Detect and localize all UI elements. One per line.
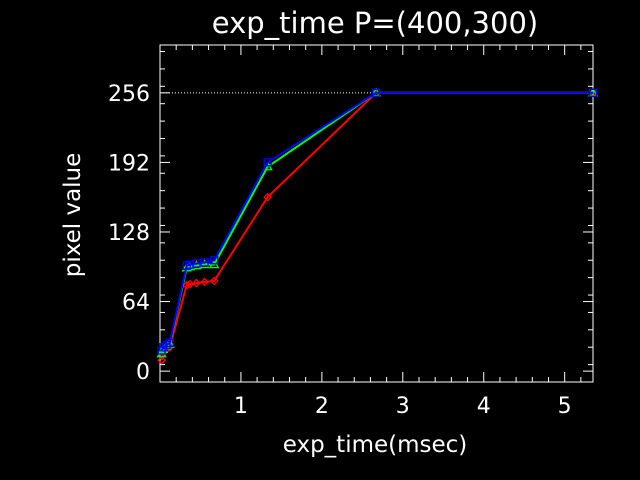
y-tick-label: 128 [108, 221, 150, 246]
series-2-marker [191, 260, 202, 270]
series-3-marker [200, 258, 209, 267]
series-3-marker [185, 260, 195, 269]
series-1-marker [182, 280, 192, 290]
y-axis-label: pixel value [60, 153, 86, 278]
series-2-marker [156, 348, 167, 358]
series-group [156, 87, 599, 365]
x-axis-label: exp_time(msec) [283, 432, 468, 458]
series-1-marker [263, 192, 273, 202]
series-3-marker [159, 343, 168, 352]
series-3-marker [263, 158, 272, 167]
series-1-marker [200, 277, 209, 287]
series-3-marker [162, 340, 171, 350]
series-1-marker [192, 278, 201, 288]
series-1-marker [209, 276, 219, 286]
series-line-2 [160, 91, 593, 355]
chart-title: exp_time P=(400,300) [212, 6, 538, 40]
x-tick-label: 5 [558, 394, 572, 419]
series-line-3 [160, 91, 593, 351]
series-3-marker [210, 256, 219, 265]
series-3-marker [588, 88, 598, 97]
tick-labels: 0 64 128 192 256 1 2 3 4 5 [108, 82, 572, 419]
x-tick-label: 1 [234, 394, 248, 419]
x-tick-label: 2 [315, 394, 329, 419]
series-1-marker [157, 355, 167, 365]
axes [159, 44, 594, 383]
series-2-marker [181, 262, 192, 272]
x-tick-label: 3 [396, 394, 410, 419]
series-line-1 [160, 91, 593, 361]
series-3-marker [192, 259, 201, 268]
series-3-marker [182, 261, 191, 270]
series-3-marker [371, 88, 381, 97]
y-tick-label: 192 [108, 151, 150, 176]
y-tick-label: 64 [122, 291, 150, 316]
series-3-marker [165, 338, 174, 348]
x-tick-label: 4 [477, 394, 491, 419]
y-tick-label: 0 [136, 360, 150, 385]
plot-frame [159, 44, 594, 383]
y-tick-label: 256 [108, 82, 150, 107]
series-2-marker [199, 259, 210, 269]
